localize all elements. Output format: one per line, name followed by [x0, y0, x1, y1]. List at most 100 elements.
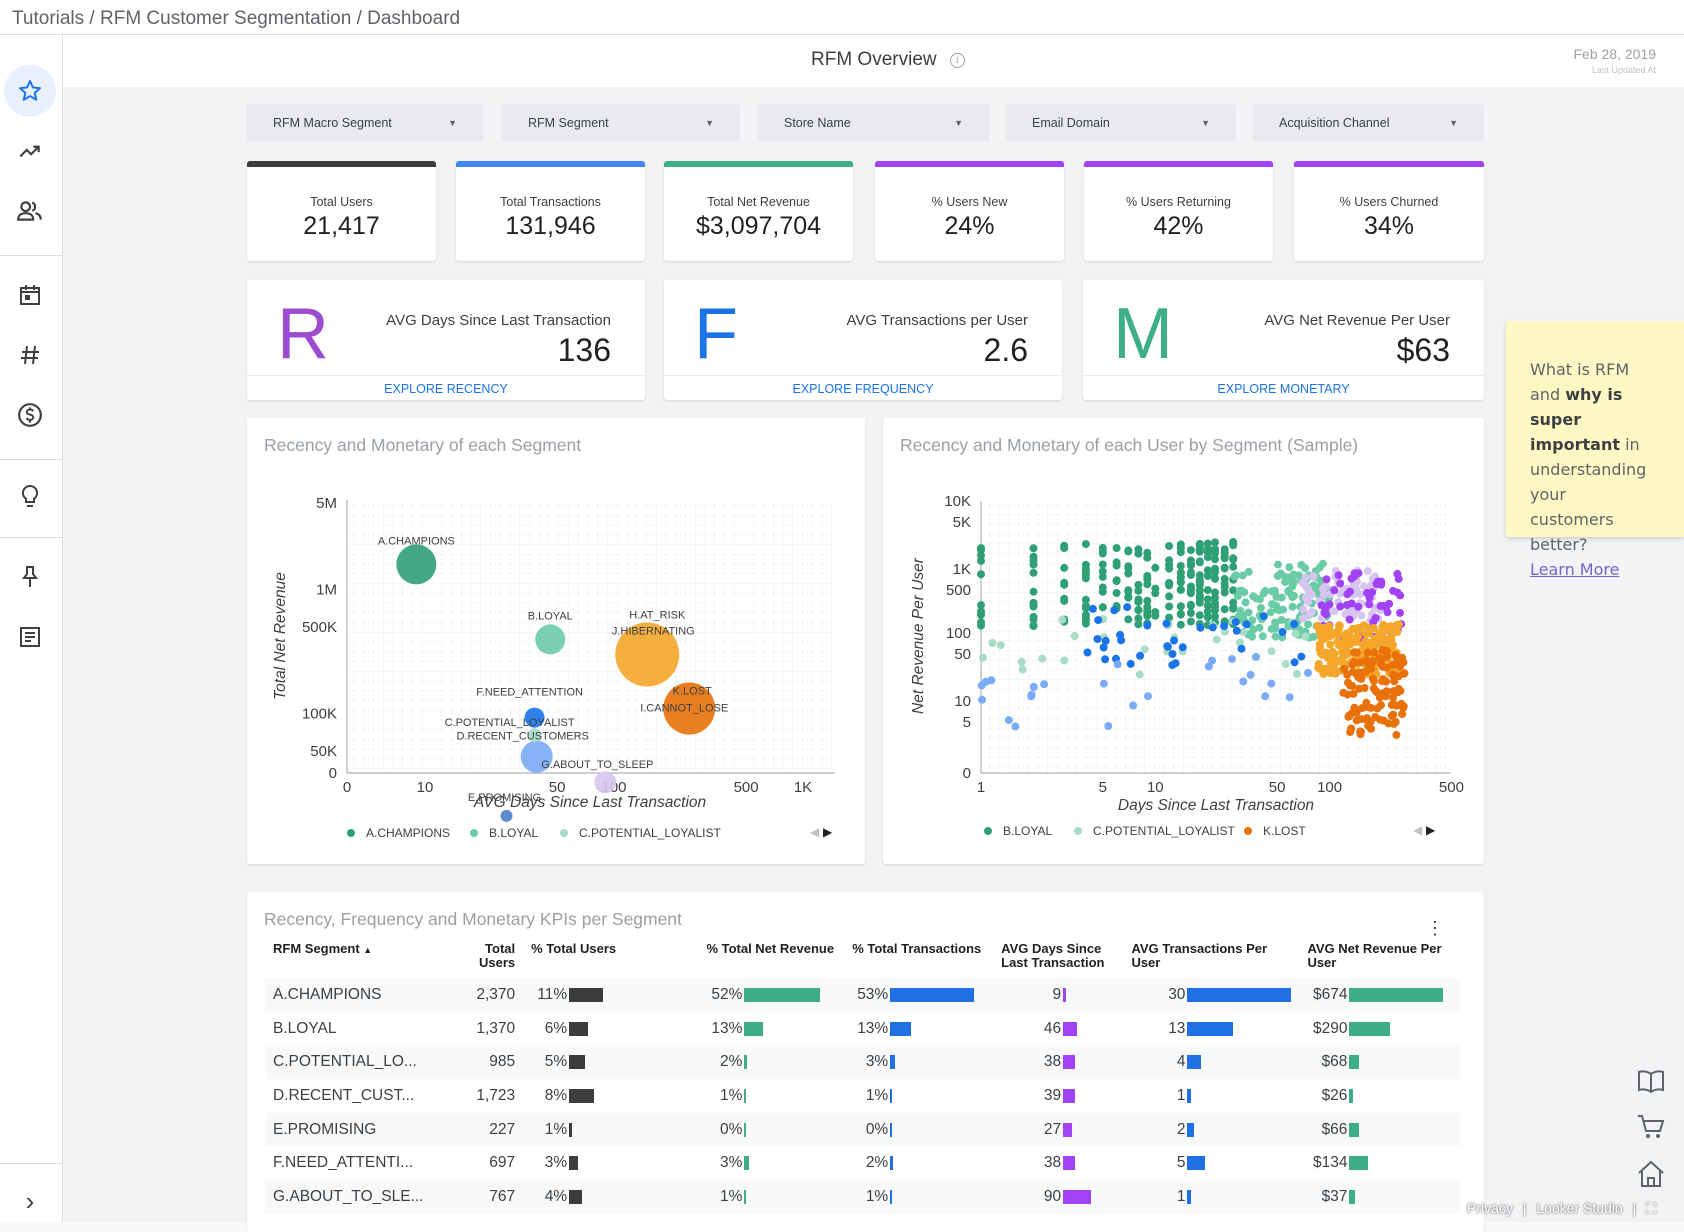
- bubble-f-need-attention[interactable]: [524, 707, 545, 728]
- y-tick-label: 500K: [302, 619, 337, 636]
- dollar-icon[interactable]: [4, 389, 56, 441]
- table-row[interactable]: C.POTENTIAL_LO... 985 5% 2% 3% 38 4 $68: [265, 1045, 1460, 1080]
- fullscreen-icon[interactable]: ⛶: [1646, 1200, 1656, 1216]
- recency-letter: R: [277, 294, 329, 374]
- user-point: [1176, 620, 1185, 629]
- learn-more-link[interactable]: Learn More: [1530, 560, 1620, 579]
- legend-label[interactable]: B.LOYAL: [1003, 824, 1052, 838]
- user-point: [1343, 690, 1352, 699]
- cell-avg-days: 46: [993, 1012, 1123, 1046]
- explore-recency-link[interactable]: EXPLORE RECENCY: [384, 382, 508, 396]
- expand-sidebar-icon[interactable]: ›: [25, 1185, 35, 1216]
- pin-icon[interactable]: [4, 551, 56, 603]
- table-row[interactable]: G.ABOUT_TO_SLE... 767 4% 1% 1% 90 1 $37: [265, 1180, 1460, 1214]
- cart-icon[interactable]: [1636, 1113, 1666, 1146]
- star-icon[interactable]: [4, 65, 56, 117]
- table-row[interactable]: D.RECENT_CUST... 1,723 8% 1% 1% 39 1 $26: [265, 1079, 1460, 1113]
- explore-frequency-link[interactable]: EXPLORE FREQUENCY: [792, 382, 934, 396]
- user-point: [1195, 595, 1204, 604]
- user-point: [1099, 643, 1108, 652]
- filter-store-name[interactable]: Store Name ▼: [758, 104, 989, 142]
- table-row[interactable]: B.LOYAL 1,370 6% 13% 13% 46 13 $290: [265, 1012, 1460, 1046]
- legend-swatch: [347, 829, 355, 837]
- bubble-c-potential-loyalist[interactable]: [527, 728, 542, 743]
- calendar-icon[interactable]: [4, 269, 56, 321]
- cell-avg-transactions: 5: [1123, 1146, 1299, 1180]
- user-point: [1244, 567, 1253, 576]
- bubble-e-promising[interactable]: [500, 809, 513, 822]
- people-icon[interactable]: [4, 185, 56, 237]
- book-icon[interactable]: [1636, 1069, 1666, 1100]
- bubble-label: C.POTENTIAL_LOYALIST: [445, 717, 575, 729]
- col-pct-transactions[interactable]: % Total Transactions: [852, 941, 982, 956]
- lightbulb-icon[interactable]: [4, 471, 56, 523]
- kpi-value: 24%: [944, 212, 995, 240]
- cell-value: 1%: [865, 1086, 889, 1104]
- user-point: [1284, 587, 1293, 596]
- user-point: [1143, 596, 1152, 605]
- user-point: [1211, 612, 1219, 621]
- user-point: [1060, 541, 1069, 550]
- col-rfm-segment[interactable]: RFM Segment ▲: [265, 942, 443, 978]
- user-point: [1301, 593, 1310, 602]
- explore-monetary-link[interactable]: EXPLORE MONETARY: [1217, 382, 1350, 396]
- legend-label[interactable]: K.LOST: [1263, 824, 1306, 838]
- table-row[interactable]: E.PROMISING 227 1% 0% 0% 27 2 $66: [265, 1112, 1460, 1147]
- legend-label[interactable]: B.LOYAL: [489, 826, 538, 840]
- col-avg-days[interactable]: AVG Days Since Last Transaction: [1001, 941, 1105, 970]
- legend-prev-icon[interactable]: ◀: [810, 825, 820, 839]
- footer: Privacy | Looker Studio | ⛶: [1467, 1200, 1656, 1217]
- col-avg-transactions[interactable]: AVG Transactions Per User: [1131, 941, 1268, 970]
- user-point: [1328, 658, 1337, 667]
- user-point: [1204, 662, 1213, 671]
- cell-segment: F.NEED_ATTENTI...: [273, 1154, 414, 1172]
- filter-acquisition-channel[interactable]: Acquisition Channel ▼: [1253, 104, 1484, 142]
- more-options-icon[interactable]: ⋮: [1426, 918, 1444, 938]
- legend-label[interactable]: C.POTENTIAL_LOYALIST: [579, 826, 721, 840]
- legend-next-icon[interactable]: ▶: [1426, 823, 1436, 837]
- legend-prev-icon[interactable]: ◀: [1413, 823, 1423, 837]
- legend-label[interactable]: A.CHAMPIONS: [366, 826, 450, 840]
- bubble-k-lost[interactable]: [663, 682, 716, 735]
- looker-studio-link[interactable]: Looker Studio: [1536, 1200, 1623, 1216]
- info-icon[interactable]: i: [950, 53, 965, 68]
- col-total-users[interactable]: Total Users: [479, 941, 516, 970]
- filter-rfm-macro-segment[interactable]: RFM Macro Segment ▼: [247, 104, 483, 142]
- col-avg-net-revenue[interactable]: AVG Net Revenue Per User: [1307, 941, 1442, 970]
- legend-label[interactable]: C.POTENTIAL_LOYALIST: [1093, 824, 1235, 838]
- user-point: [1335, 621, 1344, 630]
- table-row[interactable]: A.CHAMPIONS 2,370 11% 52% 53% 9 30 $674: [265, 978, 1460, 1012]
- filter-rfm-segment[interactable]: RFM Segment ▼: [502, 104, 740, 142]
- breadcrumb[interactable]: Tutorials / RFM Customer Segmentation / …: [12, 8, 461, 29]
- user-point: [1186, 617, 1195, 626]
- table-row[interactable]: F.NEED_ATTENTI... 697 3% 3% 2% 38 5 $134: [265, 1146, 1460, 1180]
- user-point: [1304, 620, 1313, 629]
- hash-icon[interactable]: [4, 329, 56, 381]
- bubble-h-at-risk[interactable]: [615, 622, 680, 687]
- user-point: [1333, 637, 1342, 646]
- bubble-g-about-to-sleep[interactable]: [594, 771, 617, 794]
- filter-email-domain[interactable]: Email Domain ▼: [1006, 104, 1236, 142]
- bubble-a-champions[interactable]: [396, 544, 437, 585]
- user-point: [1356, 590, 1365, 599]
- user-point: [1370, 648, 1379, 657]
- kpi-label: % Users Churned: [1339, 195, 1439, 209]
- bubble-b-loyal[interactable]: [535, 624, 566, 655]
- privacy-link[interactable]: Privacy: [1467, 1200, 1513, 1216]
- bubble-d-recent-customers[interactable]: [520, 740, 553, 773]
- user-point: [1220, 588, 1229, 597]
- user-point: [1029, 544, 1038, 553]
- col-pct-net-revenue[interactable]: % Total Net Revenue: [706, 941, 835, 956]
- user-point: [1094, 616, 1103, 625]
- user-point: [1099, 679, 1108, 688]
- trending-up-icon[interactable]: [4, 125, 56, 177]
- home-icon[interactable]: [1636, 1159, 1666, 1194]
- article-icon[interactable]: [4, 611, 56, 663]
- user-point: [1340, 664, 1349, 673]
- col-pct-total-users[interactable]: % Total Users: [531, 941, 617, 956]
- user-point: [1387, 711, 1396, 720]
- cell-pct-revenue: 1%: [652, 1079, 844, 1113]
- legend-next-icon[interactable]: ▶: [823, 825, 833, 839]
